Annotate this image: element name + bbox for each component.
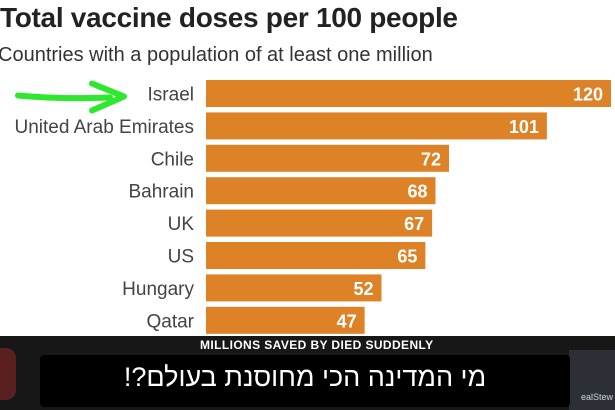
category-label: Bahrain — [129, 182, 195, 203]
chart-title: Total vaccine doses per 100 people — [0, 2, 458, 33]
category-label: Hungary — [122, 279, 194, 300]
caption-box — [40, 355, 570, 407]
annotation-arrow-line — [15, 92, 113, 102]
bar — [206, 209, 433, 237]
category-label: Qatar — [146, 311, 194, 332]
category-label: US — [168, 247, 194, 268]
value-label: 68 — [407, 182, 427, 202]
banner-right-graphic — [569, 350, 615, 410]
category-label: UK — [168, 214, 195, 235]
banner-handle-text: ealStew — [580, 392, 613, 402]
ticker-text: MILLIONS SAVED BY DIED SUDDENLY — [200, 338, 434, 352]
bar — [206, 177, 436, 205]
category-label: Chile — [151, 149, 194, 170]
value-label: 101 — [509, 117, 539, 137]
bar — [206, 112, 547, 140]
value-label: 67 — [404, 214, 424, 234]
banner-left-graphic — [0, 348, 16, 400]
bar — [206, 242, 426, 269]
value-label: 72 — [421, 149, 441, 169]
annotation-arrow-head — [89, 80, 127, 114]
bar — [206, 306, 365, 334]
value-label: 47 — [337, 311, 357, 331]
bar-chart: Israel 120 United Arab Emirates 101 Chile 72 B… — [14, 80, 611, 334]
caption-text: מי המדינה הכי מחוסנת בעולם?! — [123, 362, 487, 392]
bar — [206, 80, 611, 107]
bar — [206, 274, 382, 302]
category-label: United Arab Emirates — [14, 117, 194, 138]
value-label: 65 — [397, 247, 417, 267]
bar — [206, 144, 449, 172]
value-label: 120 — [573, 85, 603, 105]
value-label: 52 — [353, 279, 373, 299]
category-label: Israel — [148, 85, 194, 106]
chart-subtitle: Countries with a population of at least … — [0, 44, 433, 66]
